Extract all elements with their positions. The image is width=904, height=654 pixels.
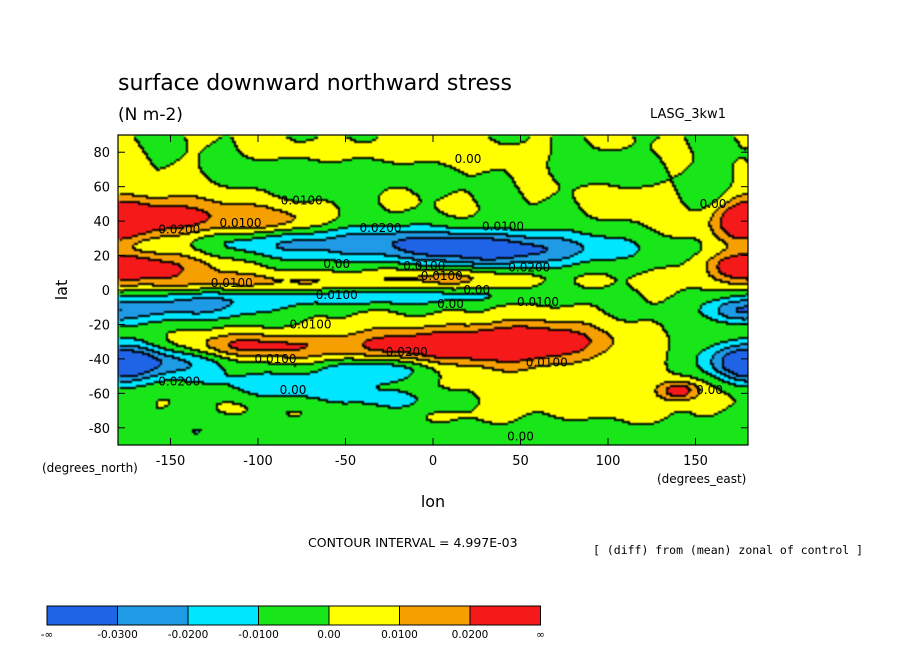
colorbar-swatch bbox=[399, 605, 471, 626]
contour-label: 0.0100 bbox=[211, 276, 253, 290]
x-axis-title: lon bbox=[421, 492, 445, 511]
model-tag: LASG_3kw1 bbox=[650, 107, 726, 122]
y-tick-label: 80 bbox=[93, 146, 110, 161]
colorbar-label: -0.0200 bbox=[168, 629, 209, 641]
x-tick-label: 0 bbox=[429, 454, 437, 469]
x-unit-label: (degrees_east) bbox=[657, 472, 746, 486]
contour-label: 0.00 bbox=[437, 297, 464, 311]
y-axis: 80 60 40 20 0 -20 -40 -60 -80 bbox=[89, 146, 748, 437]
x-axis: -150 -100 -50 0 50 100 150 bbox=[156, 135, 708, 469]
chart-title: surface downward northward stress bbox=[118, 71, 512, 96]
y-tick-label: -20 bbox=[89, 318, 110, 333]
contour-label: 0.0100 bbox=[316, 288, 358, 302]
contour-label: 0.00 bbox=[507, 429, 534, 443]
contour-label: 0.0100 bbox=[517, 295, 559, 309]
footnote: [ (diff) from (mean) zonal of control ] bbox=[593, 543, 863, 557]
field-raster bbox=[118, 135, 748, 445]
y-tick-label: -80 bbox=[89, 422, 110, 437]
contour-label: 0.0200 bbox=[158, 223, 200, 237]
colorbar-label: -0.0100 bbox=[238, 629, 279, 641]
contour-label: 0.00 bbox=[700, 197, 727, 211]
y-tick-label: 0 bbox=[102, 284, 110, 299]
y-tick-label: 60 bbox=[93, 181, 110, 196]
contour-label: 0.0100 bbox=[220, 216, 262, 230]
y-unit-label: (degrees_north) bbox=[42, 461, 138, 475]
contour-label: 0.0200 bbox=[508, 261, 550, 275]
colorbar-swatch bbox=[187, 605, 259, 626]
contour-label: 0.0100 bbox=[526, 355, 568, 369]
y-tick-label: -60 bbox=[89, 387, 110, 402]
contour-label: 0.0200 bbox=[386, 345, 428, 359]
x-tick-label: -150 bbox=[156, 454, 186, 469]
y-tick-label: 20 bbox=[93, 250, 110, 265]
colorbar-label: -0.0300 bbox=[97, 629, 138, 641]
colorbar-swatch bbox=[469, 605, 541, 626]
contour-label: 0.0100 bbox=[482, 219, 524, 233]
contour-label: 0.00 bbox=[323, 257, 350, 271]
colorbar-swatch bbox=[258, 605, 330, 626]
contour-label: 0.00 bbox=[455, 152, 482, 166]
units-label: (N m-2) bbox=[118, 105, 183, 125]
x-tick-label: 150 bbox=[683, 454, 708, 469]
contour-label: 0.0100 bbox=[403, 259, 445, 273]
contour-label: 0.0100 bbox=[281, 193, 323, 207]
y-tick-label: 40 bbox=[93, 215, 110, 230]
contour-label: 0.0100 bbox=[290, 317, 332, 331]
colorbar-label: 0.00 bbox=[317, 629, 340, 641]
colorbar-label: ∞ bbox=[536, 629, 545, 641]
contour-label: 0.0100 bbox=[421, 269, 463, 283]
x-tick-label: 50 bbox=[512, 454, 529, 469]
contour-label: 0.0100 bbox=[255, 352, 297, 366]
contour-label: 0.00 bbox=[696, 383, 723, 397]
contour-label: 0.00 bbox=[280, 383, 307, 397]
contour-interval-text: CONTOUR INTERVAL = 4.997E-03 bbox=[308, 535, 518, 550]
contour-label: 0.0200 bbox=[158, 374, 200, 388]
x-tick-label: -100 bbox=[243, 454, 273, 469]
x-tick-label: 100 bbox=[596, 454, 621, 469]
colorbar-label: 0.0200 bbox=[452, 629, 489, 641]
contour-label: 0.00 bbox=[463, 283, 490, 297]
colorbar-label: 0.0100 bbox=[381, 629, 418, 641]
colorbar: -∞ -0.0300 -0.0200 -0.0100 0.00 0.0100 0.0200 ∞ bbox=[41, 605, 545, 641]
contour-label: 0.0200 bbox=[360, 221, 402, 235]
colorbar-swatch bbox=[117, 605, 189, 626]
x-tick-label: -50 bbox=[335, 454, 356, 469]
y-tick-label: -40 bbox=[89, 353, 110, 368]
colorbar-label: -∞ bbox=[41, 629, 54, 641]
colorbar-swatch bbox=[328, 605, 400, 626]
y-axis-title: lat bbox=[52, 280, 71, 301]
colorbar-swatch bbox=[46, 605, 118, 626]
